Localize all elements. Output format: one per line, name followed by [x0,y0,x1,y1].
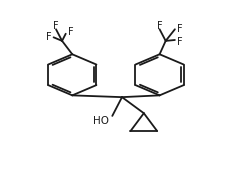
Text: F: F [177,24,183,34]
Text: F: F [68,27,73,37]
Text: F: F [46,32,51,42]
Text: F: F [53,21,59,31]
Text: F: F [177,37,183,47]
Text: F: F [157,21,163,31]
Text: HO: HO [93,116,109,126]
